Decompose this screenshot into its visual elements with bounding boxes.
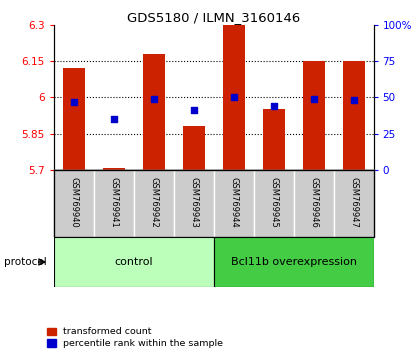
- Bar: [183, 126, 205, 170]
- Text: GSM769944: GSM769944: [229, 177, 238, 228]
- Point: [270, 103, 277, 109]
- Text: GSM769945: GSM769945: [269, 177, 278, 228]
- Bar: [342, 61, 364, 170]
- FancyBboxPatch shape: [54, 237, 214, 287]
- Bar: [63, 68, 85, 170]
- Point: [310, 96, 317, 102]
- FancyBboxPatch shape: [134, 170, 174, 237]
- Bar: [143, 54, 165, 170]
- FancyBboxPatch shape: [254, 170, 294, 237]
- Text: GSM769947: GSM769947: [349, 177, 358, 228]
- Text: Bcl11b overexpression: Bcl11b overexpression: [231, 257, 356, 267]
- Text: GSM769942: GSM769942: [149, 177, 158, 228]
- FancyBboxPatch shape: [214, 170, 254, 237]
- Title: GDS5180 / ILMN_3160146: GDS5180 / ILMN_3160146: [127, 11, 300, 24]
- Point: [190, 108, 197, 113]
- Bar: [263, 109, 285, 170]
- Bar: [303, 61, 325, 170]
- Text: protocol: protocol: [4, 257, 47, 267]
- Bar: [103, 167, 125, 170]
- FancyBboxPatch shape: [214, 237, 374, 287]
- Point: [350, 97, 357, 103]
- FancyBboxPatch shape: [334, 170, 374, 237]
- Legend: transformed count, percentile rank within the sample: transformed count, percentile rank withi…: [46, 326, 224, 349]
- Text: GSM769941: GSM769941: [110, 177, 118, 228]
- Text: control: control: [115, 257, 153, 267]
- Text: GSM769943: GSM769943: [189, 177, 198, 228]
- Point: [110, 116, 117, 122]
- FancyBboxPatch shape: [94, 170, 134, 237]
- Text: GSM769946: GSM769946: [309, 177, 318, 228]
- FancyBboxPatch shape: [174, 170, 214, 237]
- FancyBboxPatch shape: [54, 170, 94, 237]
- Point: [151, 96, 157, 102]
- FancyBboxPatch shape: [294, 170, 334, 237]
- Point: [230, 95, 237, 100]
- Point: [71, 99, 77, 104]
- Bar: [223, 25, 245, 170]
- Text: GSM769940: GSM769940: [69, 177, 78, 228]
